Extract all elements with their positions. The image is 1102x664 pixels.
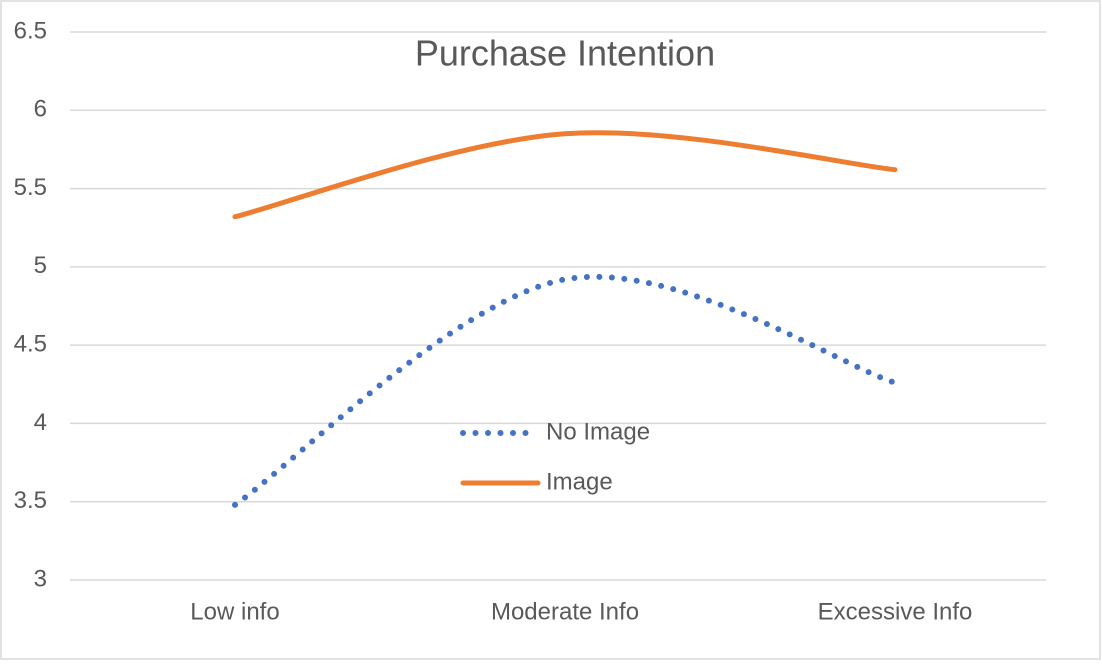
series-line [232, 273, 898, 508]
y-tick-label: 6.5 [14, 17, 47, 44]
legend-label: No Image [546, 418, 650, 445]
y-tick-label: 5.5 [14, 174, 47, 201]
y-tick-label: 6 [34, 96, 47, 123]
series-line [232, 130, 898, 220]
y-tick-label: 3 [34, 565, 47, 592]
x-tick-label: Moderate Info [491, 598, 639, 625]
x-tick-label: Excessive Info [818, 598, 973, 625]
x-tick-label: Low info [190, 598, 279, 625]
chart-title: Purchase Intention [415, 33, 715, 74]
y-tick-label: 4.5 [14, 330, 47, 357]
y-tick-label: 5 [34, 252, 47, 279]
legend-label: Image [546, 468, 613, 495]
y-tick-label: 4 [34, 409, 47, 436]
y-tick-label: 3.5 [14, 487, 47, 514]
